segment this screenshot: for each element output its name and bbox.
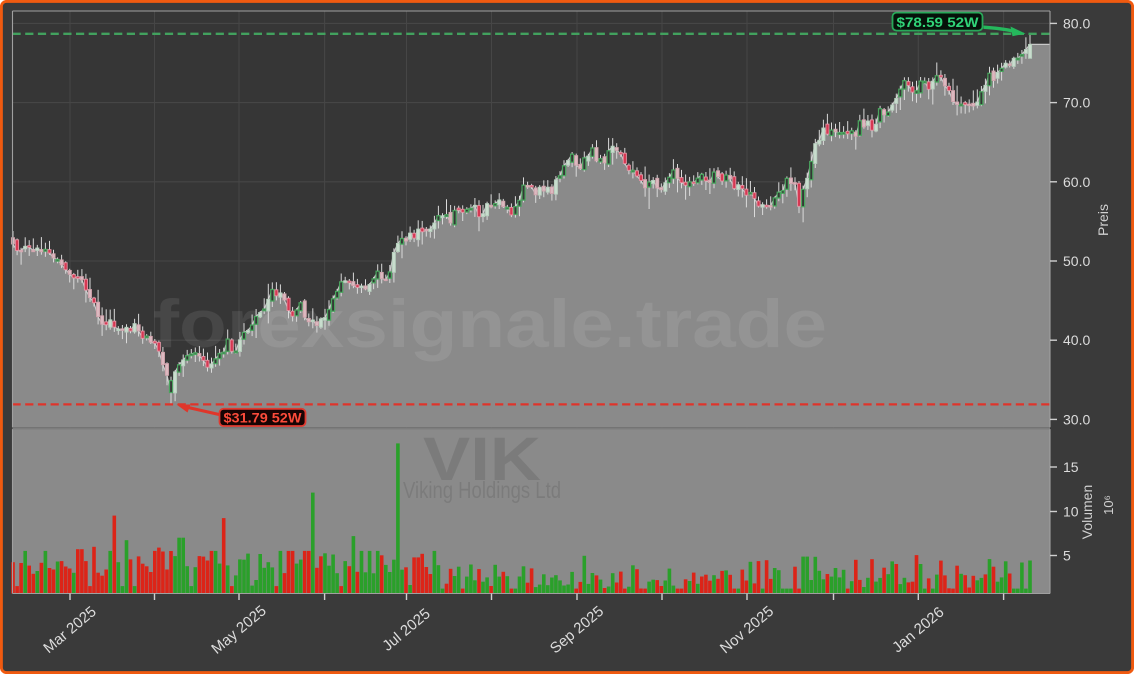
svg-text:10: 10: [1063, 504, 1079, 520]
svg-text:Viking Holdings Ltd: Viking Holdings Ltd: [403, 477, 561, 503]
svg-text:15: 15: [1063, 459, 1079, 475]
svg-text:5: 5: [1063, 548, 1071, 564]
svg-text:Preis: Preis: [1095, 204, 1111, 236]
svg-text:Volumen: Volumen: [1079, 485, 1095, 539]
svg-text:$31.79 52W: $31.79 52W: [224, 410, 302, 425]
svg-text:forexsignale.trade: forexsignale.trade: [153, 286, 827, 362]
svg-text:VIK: VIK: [423, 425, 541, 493]
svg-text:40.0: 40.0: [1063, 332, 1090, 348]
svg-text:50.0: 50.0: [1063, 253, 1090, 269]
svg-text:60.0: 60.0: [1063, 174, 1090, 190]
svg-text:30.0: 30.0: [1063, 411, 1090, 427]
svg-text:10⁶: 10⁶: [1101, 495, 1116, 515]
svg-text:80.0: 80.0: [1063, 15, 1090, 31]
svg-text:$78.59 52W: $78.59 52W: [897, 15, 979, 30]
svg-text:70.0: 70.0: [1063, 95, 1090, 111]
